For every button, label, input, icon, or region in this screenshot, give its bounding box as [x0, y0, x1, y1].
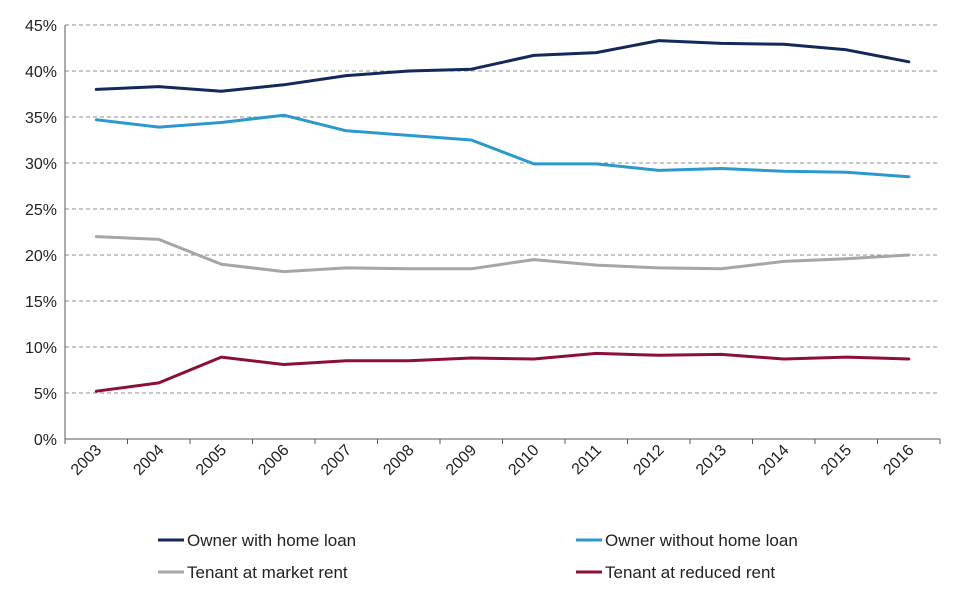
x-tick-label: 2015	[818, 442, 855, 479]
axes	[64, 25, 941, 444]
series-line-tenant-at-market-rent	[94, 235, 911, 274]
legend: Owner with home loan Owner without home l…	[158, 531, 798, 582]
legend-label-owner-with-home-loan: Owner with home loan	[187, 531, 356, 550]
x-tick-label: 2012	[630, 442, 667, 479]
x-tick-label: 2009	[443, 442, 480, 479]
x-tick-label: 2007	[318, 442, 355, 479]
y-tick-label: 5%	[34, 386, 57, 403]
x-tick-label: 2010	[505, 442, 542, 479]
y-tick-label: 35%	[25, 110, 57, 127]
x-tick-label: 2005	[193, 442, 230, 479]
y-tick-label: 25%	[25, 202, 57, 219]
y-tick-label: 20%	[25, 248, 57, 265]
series-line-owner-without-home-loan	[94, 113, 911, 179]
y-tick-label: 0%	[34, 432, 57, 449]
x-tick-label: 2004	[130, 442, 167, 479]
x-tick-label: 2013	[693, 442, 730, 479]
x-tick-label: 2006	[255, 442, 292, 479]
y-tick-label: 40%	[25, 64, 57, 81]
x-tick-label: 2016	[880, 442, 917, 479]
y-tick-label: 45%	[25, 18, 57, 35]
series-line-tenant-at-reduced-rent	[94, 351, 911, 393]
y-tick-label: 10%	[25, 340, 57, 357]
x-tick-label: 2003	[68, 442, 105, 479]
series-line-owner-with-home-loan	[94, 39, 911, 93]
series-lines	[94, 39, 911, 393]
y-tick-label: 15%	[25, 294, 57, 311]
legend-label-owner-without-home-loan: Owner without home loan	[605, 531, 798, 550]
legend-label-tenant-at-reduced-rent: Tenant at reduced rent	[605, 563, 775, 582]
gridlines	[65, 24, 940, 394]
y-tick-label: 30%	[25, 156, 57, 173]
x-axis-tick-labels: 2003 2004 2005 2006 2007 2008 2009 2010 2011 2012…	[68, 442, 918, 479]
x-tick-label: 2008	[380, 442, 417, 479]
x-tick-label: 2011	[569, 442, 605, 478]
x-tick-label: 2014	[755, 442, 792, 479]
y-axis-tick-labels: 0% 5% 10% 15% 20% 25% 30% 35% 40% 45%	[25, 18, 57, 449]
legend-label-tenant-at-market-rent: Tenant at market rent	[187, 563, 348, 582]
